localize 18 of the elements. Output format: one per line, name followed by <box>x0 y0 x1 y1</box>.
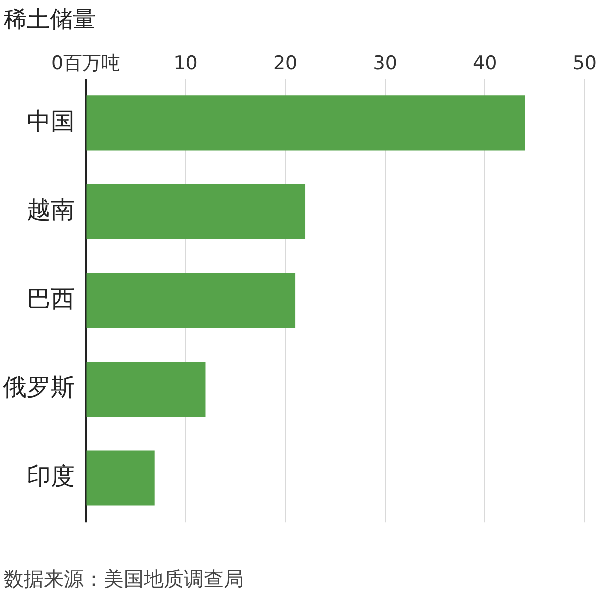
x-tick-label: 40 <box>473 52 498 74</box>
x-tick-label: 0百万吨 <box>51 52 121 74</box>
y-tick-label: 中国 <box>27 107 75 136</box>
x-tick-label: 50 <box>572 52 598 74</box>
y-tick-label: 印度 <box>27 462 75 490</box>
chart-title: 稀土储量 <box>4 6 96 35</box>
x-tick-label: 30 <box>373 52 398 74</box>
y-tick-label: 越南 <box>27 196 75 224</box>
y-tick-label: 巴西 <box>27 284 75 313</box>
bar <box>86 362 206 417</box>
source-note: 数据来源：美国地质调查局 <box>4 566 244 593</box>
bar <box>86 273 296 328</box>
x-tick-label: 10 <box>174 52 198 74</box>
x-tick-label: 20 <box>273 52 298 74</box>
bar <box>86 184 306 240</box>
bar <box>86 96 526 151</box>
bar <box>86 450 155 506</box>
y-tick-label: 俄罗斯 <box>3 374 75 402</box>
